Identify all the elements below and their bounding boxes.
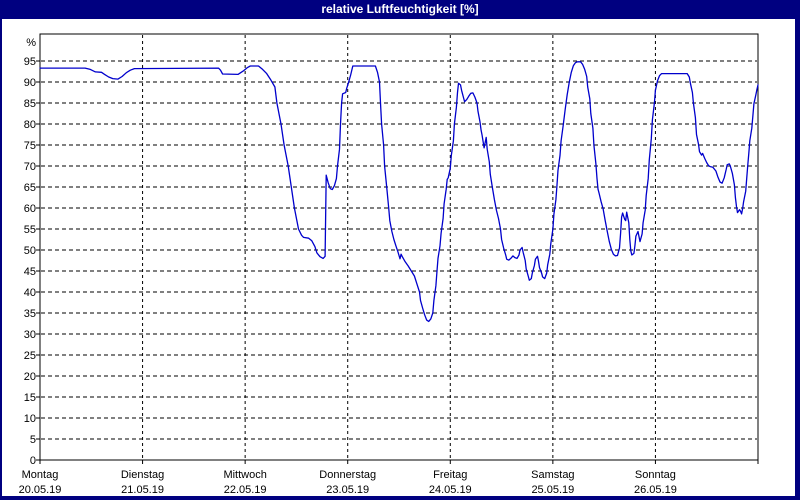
x-day-label-2: Mittwoch	[223, 469, 266, 481]
x-date-label-6: 26.05.19	[634, 484, 677, 496]
y-tick-label-65: 65	[24, 182, 36, 194]
y-tick-label-85: 85	[24, 98, 36, 110]
y-tick-label-70: 70	[24, 161, 36, 173]
y-tick-label-10: 10	[24, 413, 36, 425]
x-day-label-1: Dienstag	[121, 469, 164, 481]
x-day-label-0: Montag	[22, 469, 59, 481]
x-day-label-3: Donnerstag	[319, 469, 376, 481]
y-tick-label-25: 25	[24, 350, 36, 362]
y-tick-label-90: 90	[24, 77, 36, 89]
x-day-label-6: Sonntag	[635, 469, 676, 481]
x-date-label-4: 24.05.19	[429, 484, 472, 496]
y-tick-label-45: 45	[24, 266, 36, 278]
y-tick-label-5: 5	[30, 434, 36, 446]
x-day-label-4: Freitag	[433, 469, 467, 481]
humidity-line-0	[39, 61, 759, 323]
y-tick-label-50: 50	[24, 245, 36, 257]
y-tick-label-0: 0	[30, 455, 36, 467]
window-title: relative Luftfeuchtigkeit [%]	[321, 2, 478, 16]
plot-border	[39, 33, 759, 461]
chart-background	[2, 19, 795, 496]
x-day-label-5: Samstag	[531, 469, 574, 481]
y-tick-label-35: 35	[24, 308, 36, 320]
y-tick-label-30: 30	[24, 329, 36, 341]
y-tick-label-55: 55	[24, 224, 36, 236]
y-tick-label-75: 75	[24, 140, 36, 152]
plot-area: 0 5 10 15 20 25 30 35 40 45 50 55 60 65 70 75 80 85 90 95% M…	[19, 33, 759, 496]
x-date-label-0: 20.05.19	[19, 484, 62, 496]
x-date-label-2: 22.05.19	[224, 484, 267, 496]
title-bar	[0, 0, 800, 19]
y-tick-label-95: 95	[24, 56, 36, 68]
y-tick-label-60: 60	[24, 203, 36, 215]
y-tick-label-15: 15	[24, 392, 36, 404]
y-axis-unit-label: %	[26, 37, 36, 49]
x-date-label-1: 21.05.19	[121, 484, 164, 496]
x-date-label-3: 23.05.19	[326, 484, 369, 496]
y-tick-label-20: 20	[24, 371, 36, 383]
x-date-label-5: 25.05.19	[531, 484, 574, 496]
y-tick-label-40: 40	[24, 287, 36, 299]
y-tick-label-80: 80	[24, 119, 36, 131]
